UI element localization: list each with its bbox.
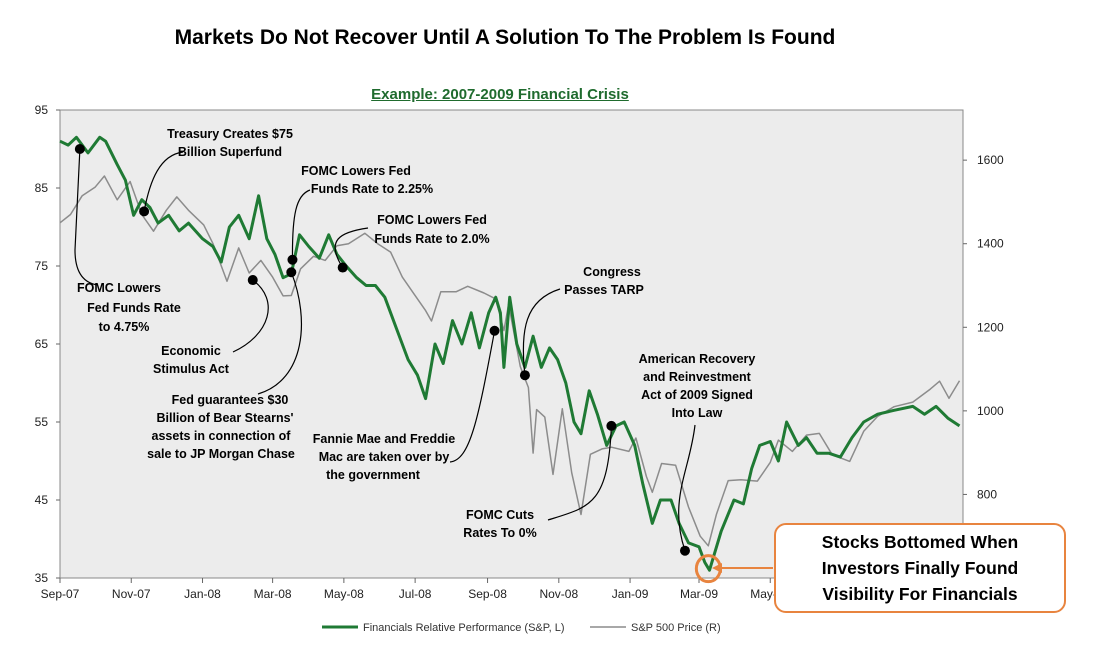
y-left-tick-label: 45 (35, 493, 49, 507)
chart-subtitle: Example: 2007-2009 Financial Crisis (371, 86, 629, 103)
annotation-connector (291, 189, 311, 260)
annotation-label: FOMC Lowers Fed Funds Rate to 4.75% (77, 281, 181, 334)
annotation-marker (287, 254, 298, 265)
annotation-connector (334, 227, 369, 268)
annotation-label: FOMC Lowers Fed Funds Rate to 2.0% (374, 213, 489, 246)
annotation-label: Treasury Creates $75 Billion Superfund (167, 127, 293, 159)
plot-area (59, 109, 964, 579)
annotation-marker (337, 262, 348, 273)
annotation-connector (74, 148, 99, 286)
annotation-label: Economic Stimulus Act (153, 344, 230, 376)
chart-title: Markets Do Not Recover Until A Solution … (174, 26, 836, 49)
y-right-tick-label: 1400 (977, 237, 1004, 251)
annotation-connector (547, 425, 612, 521)
x-tick-label: Sep-08 (468, 587, 507, 601)
annotation-marker (286, 267, 297, 278)
annotation-connector (678, 424, 696, 551)
y-left-tick-label: 95 (35, 103, 49, 117)
x-tick-label: Mar-09 (680, 587, 718, 601)
annotation-marker (606, 420, 617, 431)
annotation-connector (522, 288, 561, 376)
annotation-connector (232, 279, 269, 353)
x-tick-label: May-08 (324, 587, 364, 601)
annotation-label: FOMC Cuts Rates To 0% (463, 508, 536, 540)
annotation-marker (679, 545, 690, 556)
annotation-connector (449, 330, 496, 463)
y-left-tick-label: 55 (35, 415, 49, 429)
annotation-label: Congress Passes TARP (564, 265, 644, 297)
annotation-label: American Recovery and Reinvestment Act of … (639, 352, 756, 420)
x-tick-label: Jul-08 (399, 587, 432, 601)
annotation-marker (247, 275, 258, 286)
y-left-tick-label: 85 (35, 181, 49, 195)
annotation-marker (74, 144, 85, 154)
annotation-marker (489, 325, 500, 336)
series-line-financials (59, 135, 961, 572)
legend-label-financials: Financials Relative Performance (S&P, L) (363, 622, 565, 634)
y-right-tick-label: 1600 (977, 153, 1004, 167)
annotation-marker (139, 206, 150, 217)
annotation-connector (143, 151, 184, 212)
y-left-tick-label: 75 (35, 259, 49, 273)
legend-label-sp500: S&P 500 Price (R) (631, 622, 721, 634)
y-right-tick-label: 800 (977, 487, 997, 501)
annotation-marker (519, 370, 530, 381)
x-tick-label: Mar-08 (254, 587, 292, 601)
y-right-tick-label: 1200 (977, 320, 1004, 334)
x-tick-label: Jan-09 (612, 587, 649, 601)
x-tick-label: Nov-08 (539, 587, 578, 601)
callout-box: Stocks Bottomed When Investors Finally F… (774, 523, 1066, 613)
annotation-label: Fed guarantees $30 Billion of Bear Stearn… (147, 393, 295, 461)
y-left-tick-label: 65 (35, 337, 49, 351)
x-tick-label: Nov-07 (112, 587, 151, 601)
y-right-tick-label: 1000 (977, 404, 1004, 418)
annotation-label: FOMC Lowers Fed Funds Rate to 2.25% (301, 164, 433, 196)
x-tick-label: Sep-07 (41, 587, 80, 601)
annotation-label: Fannie Mae and Freddie Mac are taken over… (313, 432, 455, 482)
callout-arrowhead (712, 563, 722, 573)
x-tick-label: Jan-08 (184, 587, 221, 601)
y-left-tick-label: 35 (35, 571, 49, 585)
annotation-connector (257, 271, 302, 395)
